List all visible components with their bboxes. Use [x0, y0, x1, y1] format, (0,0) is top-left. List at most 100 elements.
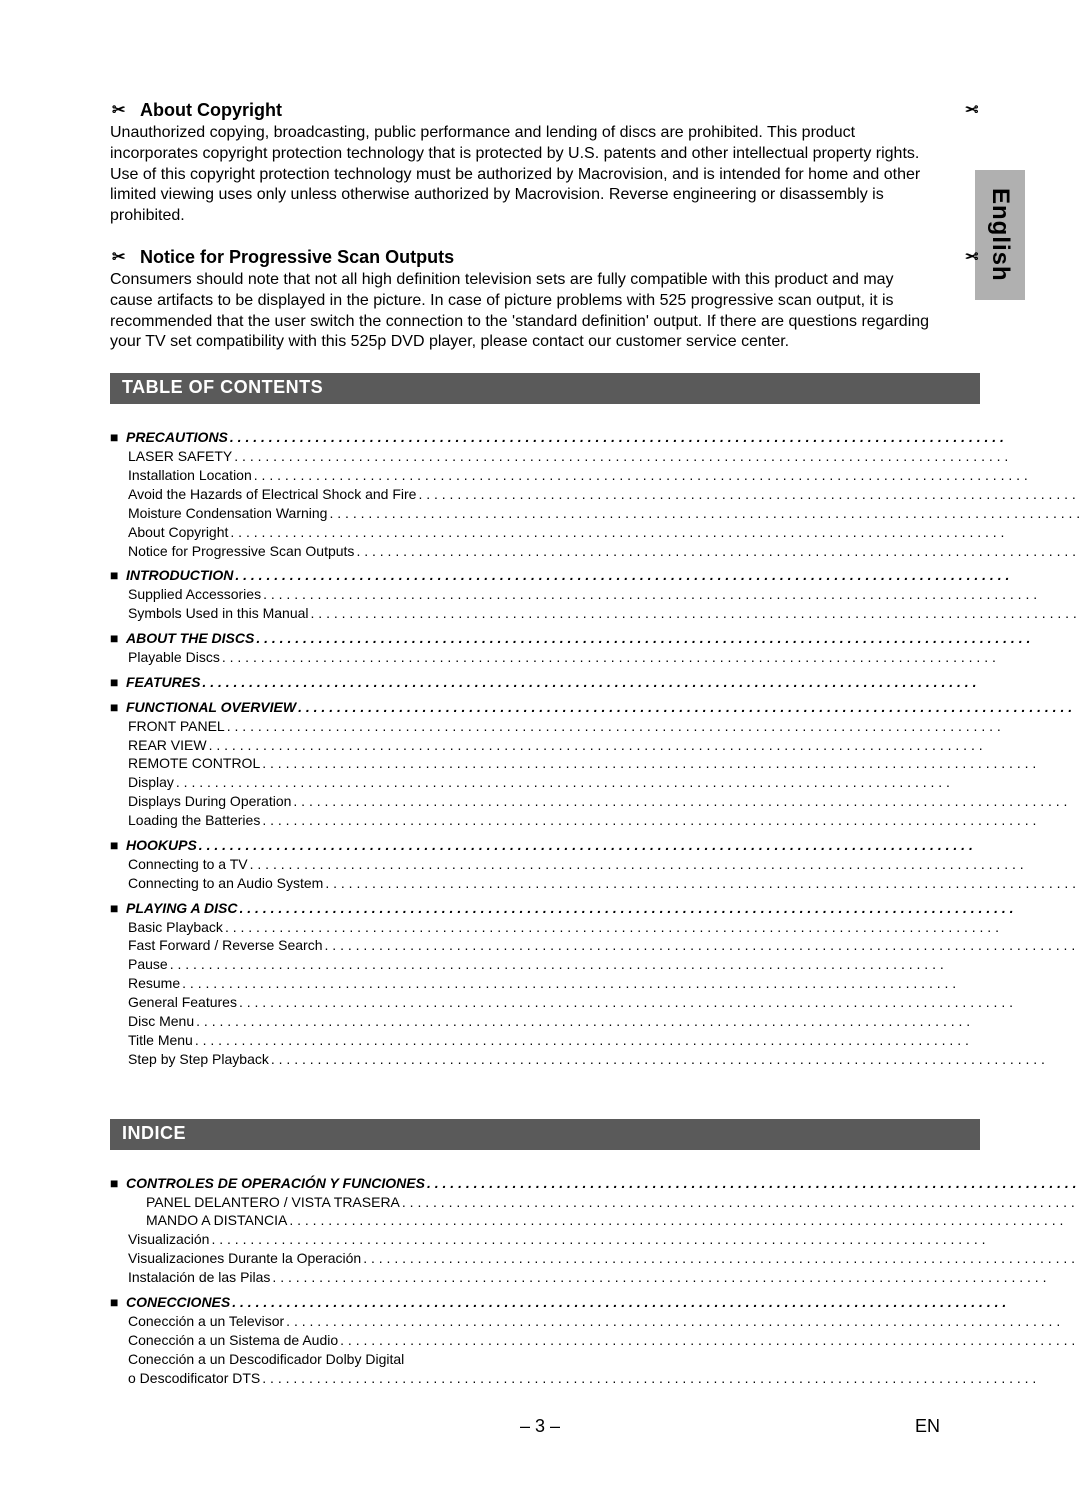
- scissors-icon: ✂: [965, 100, 978, 120]
- progressive-heading: ✂ Notice for Progressive Scan Outputs ✂: [110, 247, 980, 268]
- toc-dots: [427, 1174, 1080, 1193]
- toc-title: HOOKUPS: [126, 836, 197, 855]
- toc-entry: Notice for Progressive Scan Outputs3: [110, 542, 1080, 561]
- toc-entry: Pause10: [110, 955, 1080, 974]
- toc-title: FRONT PANEL: [128, 717, 225, 736]
- toc-entry: Conección a un Televisor20: [110, 1312, 1080, 1331]
- footer-lang: EN: [915, 1416, 940, 1437]
- toc-dots: [418, 485, 1080, 504]
- toc-dots: [262, 1369, 1080, 1388]
- toc-dots: [402, 1193, 1080, 1212]
- toc-entry: REMOTE CONTROL7: [110, 754, 1080, 773]
- toc-dots: [254, 466, 1080, 485]
- toc-dots: [230, 523, 1080, 542]
- toc-entry: Connecting to an Audio System9: [110, 874, 1080, 893]
- toc-title: PRECAUTIONS: [126, 428, 228, 447]
- toc-title: Disc Menu: [128, 1012, 194, 1031]
- toc-title: Title Menu: [128, 1031, 193, 1050]
- toc-title: General Features: [128, 993, 237, 1012]
- toc-entry: Playable Discs4: [110, 648, 1080, 667]
- toc-dots: [235, 566, 1080, 585]
- toc-dots: [286, 1312, 1080, 1331]
- toc-dots: [227, 717, 1080, 736]
- page-footer: – 3 – EN: [0, 1416, 1080, 1437]
- toc-entry: Conección a un Sistema de Audio20: [110, 1331, 1080, 1350]
- bullet-icon: ■: [110, 566, 126, 585]
- toc-dots: [222, 648, 1080, 667]
- toc-dots: [262, 754, 1080, 773]
- toc-entry: ■INTRODUCTION4: [110, 566, 1080, 585]
- toc-entry: Basic Playback10: [110, 918, 1080, 937]
- toc-entry: Conección a un Descodificador Dolby Digi…: [110, 1350, 1080, 1369]
- toc-entry: Resume10: [110, 974, 1080, 993]
- toc-dots: [199, 836, 1080, 855]
- toc-entry: ■CONECCIONES20: [110, 1293, 1080, 1312]
- toc-entry: REAR VIEW6: [110, 736, 1080, 755]
- toc-dots: [240, 899, 1080, 918]
- toc-entry: ■HOOKUPS8: [110, 836, 1080, 855]
- toc-title: Instalación de las Pilas: [128, 1268, 270, 1287]
- toc-dots: [298, 698, 1080, 717]
- toc-dots: [325, 874, 1080, 893]
- bullet-icon: ■: [110, 673, 126, 692]
- scissors-icon: ✂: [112, 247, 125, 267]
- toc-entry: About Copyright3: [110, 523, 1080, 542]
- toc-dots: [289, 1211, 1080, 1230]
- bullet-icon: ■: [110, 899, 126, 918]
- toc-entry: o Descodificator DTS20: [110, 1369, 1080, 1388]
- toc-entry: Disc Menu10: [110, 1012, 1080, 1031]
- toc-dots: [325, 936, 1080, 955]
- toc-entry: FRONT PANEL6: [110, 717, 1080, 736]
- toc-title: REAR VIEW: [128, 736, 207, 755]
- toc-title: Installation Location: [128, 466, 252, 485]
- toc-title: Loading the Batteries: [128, 811, 260, 830]
- toc-title: Connecting to an Audio System: [128, 874, 323, 893]
- toc-dots: [272, 1268, 1080, 1287]
- toc-entry: ■FEATURES5: [110, 673, 1080, 692]
- toc-dots: [262, 811, 1080, 830]
- bullet-icon: ■: [110, 1293, 126, 1312]
- toc-columns: ■PRECAUTIONS2LASER SAFETY2Installation L…: [110, 422, 980, 1069]
- toc-title: REMOTE CONTROL: [128, 754, 260, 773]
- toc-dots: [263, 585, 1080, 604]
- indice-left-col: ■CONTROLES DE OPERACIÓN Y FUNCIONES19PAN…: [110, 1168, 1080, 1388]
- toc-dots: [225, 918, 1080, 937]
- toc-dots: [209, 736, 1080, 755]
- toc-left-col: ■PRECAUTIONS2LASER SAFETY2Installation L…: [110, 422, 1080, 1069]
- toc-entry: LASER SAFETY2: [110, 447, 1080, 466]
- toc-title: LASER SAFETY: [128, 447, 232, 466]
- toc-title: Conección a un Sistema de Audio: [128, 1331, 338, 1350]
- toc-title: Basic Playback: [128, 918, 223, 937]
- toc-dots: [239, 993, 1080, 1012]
- toc-title: PLAYING A DISC: [126, 899, 238, 918]
- bullet-icon: ■: [110, 698, 126, 717]
- toc-entry: Symbols Used in this Manual4: [110, 604, 1080, 623]
- toc-title: FEATURES: [126, 673, 200, 692]
- toc-dots: [202, 673, 1080, 692]
- toc-title: Visualización: [128, 1230, 209, 1249]
- toc-dots: [250, 855, 1080, 874]
- page-number: – 3 –: [520, 1416, 560, 1436]
- toc-entry: PANEL DELANTERO / VISTA TRASERA19: [110, 1193, 1080, 1212]
- toc-entry: ■ABOUT THE DISCS4: [110, 629, 1080, 648]
- toc-title: Pause: [128, 955, 168, 974]
- scissors-icon: ✂: [965, 247, 978, 267]
- toc-entry: Moisture Condensation Warning2: [110, 504, 1080, 523]
- toc-entry: MANDO A DISTANCIA19: [110, 1211, 1080, 1230]
- toc-dots: [311, 604, 1080, 623]
- copyright-heading: ✂ About Copyright ✂: [110, 100, 980, 121]
- toc-dots: [356, 542, 1080, 561]
- toc-title: CONTROLES DE OPERACIÓN Y FUNCIONES: [126, 1174, 425, 1193]
- toc-entry: Loading the Batteries8: [110, 811, 1080, 830]
- toc-title: Conección a un Televisor: [128, 1312, 284, 1331]
- heading-text: About Copyright: [140, 100, 282, 120]
- toc-dots: [195, 1031, 1080, 1050]
- bullet-icon: ■: [110, 629, 126, 648]
- toc-entry: Title Menu10: [110, 1031, 1080, 1050]
- toc-dots: [176, 773, 1080, 792]
- toc-dots: [182, 974, 1080, 993]
- toc-entry: Supplied Accessories4: [110, 585, 1080, 604]
- toc-dots: [196, 1012, 1080, 1031]
- toc-entry: Fast Forward / Reverse Search10: [110, 936, 1080, 955]
- toc-entry: Connecting to a TV8: [110, 855, 1080, 874]
